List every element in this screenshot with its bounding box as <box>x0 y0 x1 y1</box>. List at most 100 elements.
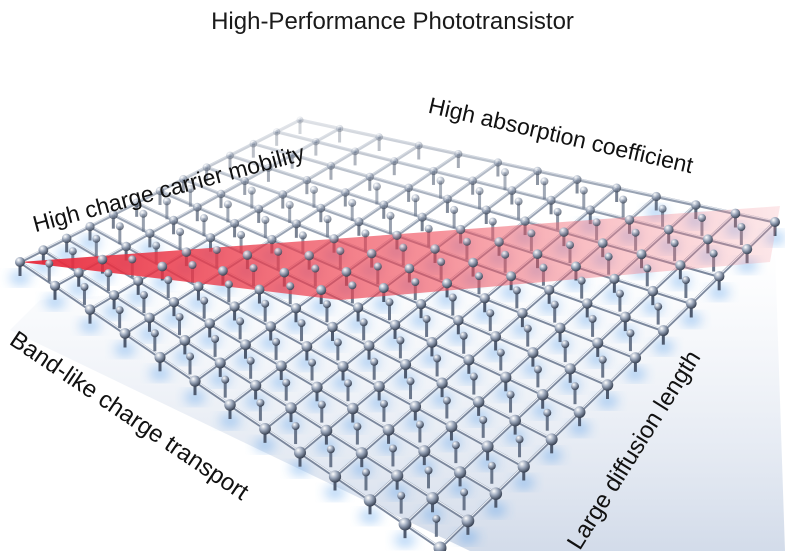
bond-highlight <box>484 296 523 313</box>
bond-highlight <box>522 288 550 313</box>
lattice-atom <box>341 266 352 277</box>
bond-highlight <box>629 195 657 220</box>
lattice-bond <box>353 135 381 153</box>
lattice-atom <box>415 299 427 310</box>
bond-highlight <box>296 206 322 224</box>
glow-spot <box>653 341 674 352</box>
bond-highlight <box>342 365 380 386</box>
lattice-atom <box>697 213 706 222</box>
lattice-atom <box>436 377 448 389</box>
lattice-atom <box>619 311 631 323</box>
lattice-atom <box>192 202 202 212</box>
lattice-bond <box>541 367 572 397</box>
lattice-atom <box>375 133 383 141</box>
lattice-atom <box>175 312 184 321</box>
bond-highlight <box>408 169 434 188</box>
lattice-bond <box>549 177 579 202</box>
lattice-bond <box>535 169 579 182</box>
lattice-bond <box>269 324 309 349</box>
lattice-bond <box>305 178 347 195</box>
lattice-atom <box>506 271 517 282</box>
lattice-atom <box>379 200 389 210</box>
lattice-atom <box>285 200 294 209</box>
lattice-atom <box>730 208 741 219</box>
lattice-atom <box>468 176 477 185</box>
bond-highlight <box>159 355 196 381</box>
lattice-atom <box>415 420 424 429</box>
glow-spot <box>569 423 590 434</box>
lattice-atom <box>398 517 412 531</box>
bond-highlight <box>326 429 363 453</box>
lattice-atom <box>308 358 317 367</box>
lattice-atom <box>230 218 240 228</box>
lattice-bond <box>459 208 488 232</box>
lattice-bond <box>290 140 318 157</box>
lattice-bond <box>243 166 271 183</box>
lattice-bond <box>367 344 408 367</box>
lattice-atom <box>536 388 549 401</box>
bond-highlight <box>635 329 664 358</box>
lattice-bond <box>181 177 223 196</box>
bond-highlight <box>505 375 543 395</box>
bond-highlight <box>616 186 657 197</box>
bond-highlight <box>559 326 598 343</box>
lattice-bond <box>456 296 487 322</box>
lattice-atom <box>278 190 288 199</box>
bond-highlight <box>282 178 308 195</box>
lattice-atom <box>343 379 352 388</box>
bond-highlight <box>268 153 293 168</box>
lattice-bond <box>541 393 582 414</box>
lattice-atom <box>453 315 464 326</box>
lattice-bond <box>324 429 364 455</box>
bond-highlight <box>316 385 354 409</box>
lattice-atom <box>469 372 478 381</box>
lattice-bond <box>329 164 372 179</box>
lattice-atom <box>347 402 359 415</box>
lattice-bond <box>251 130 279 146</box>
lattice-bond <box>219 179 247 196</box>
lattice-atom <box>474 272 483 281</box>
lattice-bond <box>403 362 444 385</box>
lattice-atom <box>214 357 226 369</box>
lattice-atom <box>426 337 438 348</box>
lattice-bond <box>275 130 318 144</box>
bond-highlight <box>299 118 340 129</box>
lattice-atom <box>274 247 283 256</box>
lattice-atom <box>115 306 124 315</box>
lattice-atom <box>475 187 484 196</box>
lattice-bond <box>356 305 397 327</box>
lattice-atom <box>500 371 512 383</box>
lattice-atom <box>713 271 725 282</box>
glow-spot <box>325 487 345 498</box>
lattice-atom <box>424 224 433 233</box>
lattice-atom <box>316 285 327 296</box>
lattice-atom <box>290 303 302 314</box>
lattice-atom <box>490 331 501 342</box>
lattice-bond <box>382 186 411 207</box>
bond-highlight <box>253 142 293 155</box>
lattice-atom <box>598 355 607 364</box>
lattice-atom <box>629 352 642 364</box>
glow-spot <box>150 368 170 379</box>
lattice-bond <box>523 198 553 223</box>
bond-highlight <box>183 177 222 194</box>
lattice-bond <box>494 334 535 355</box>
lattice-bond <box>218 361 258 388</box>
lattice-atom <box>472 396 485 408</box>
bond-highlight <box>206 154 231 167</box>
bond-highlight <box>270 325 308 346</box>
lattice-atom <box>390 157 399 166</box>
lattice-atom <box>523 324 532 333</box>
lattice-atom <box>328 470 342 483</box>
lattice-bond <box>471 160 500 183</box>
lattice-atom <box>685 298 697 309</box>
lattice-bond <box>315 385 355 411</box>
lattice-atom <box>463 354 475 366</box>
bond-highlight <box>396 474 433 498</box>
lattice-atom <box>176 227 185 236</box>
lattice-bond <box>257 192 285 211</box>
lattice-atom <box>577 276 586 285</box>
lattice-atom <box>572 175 582 184</box>
lattice-atom <box>200 296 209 305</box>
lattice-atom <box>487 461 496 470</box>
